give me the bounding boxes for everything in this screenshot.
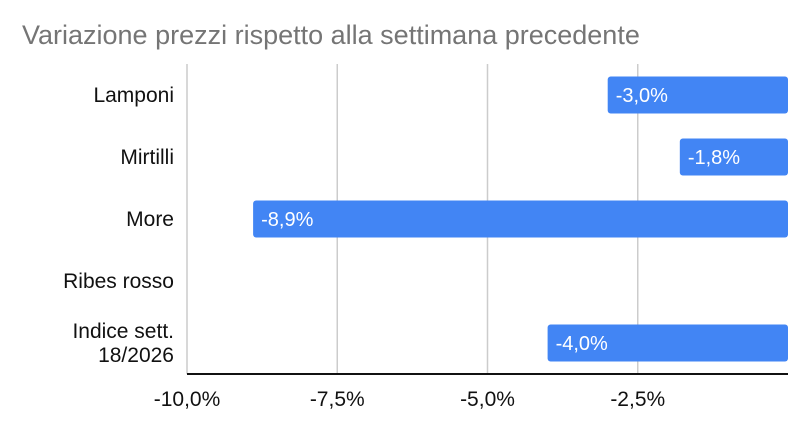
bar [607,76,788,114]
x-tick-label: -2,5% [610,388,665,411]
chart-title: Variazione prezzi rispetto alla settiman… [22,20,640,50]
bar [679,138,788,176]
bar [253,200,789,238]
category-label: Indice sett. 18/2026 [72,320,174,367]
bar [547,324,788,362]
category-label: More [126,208,174,231]
x-tick-label: -5,0% [460,388,515,411]
x-tick-label: -7,5% [310,388,365,411]
bar-data-label: -4,0% [556,333,608,355]
category-label: Lamponi [93,84,174,107]
bar-layer: -3,0% -1,8% -8,9% -4,0% [253,76,789,362]
x-tick-label: -10,0% [154,388,221,411]
category-label: Ribes rosso [63,270,174,293]
category-label: Mirtilli [120,146,174,169]
bar-data-label: -3,0% [616,85,668,107]
category-label-layer: Lamponi Mirtilli More Ribes rosso Indice set… [63,84,174,367]
bar-data-label: -8,9% [261,209,313,231]
tick-label-layer: -10,0% -7,5% -5,0% -2,5% [154,388,665,411]
bar-data-label: -1,8% [688,147,740,169]
